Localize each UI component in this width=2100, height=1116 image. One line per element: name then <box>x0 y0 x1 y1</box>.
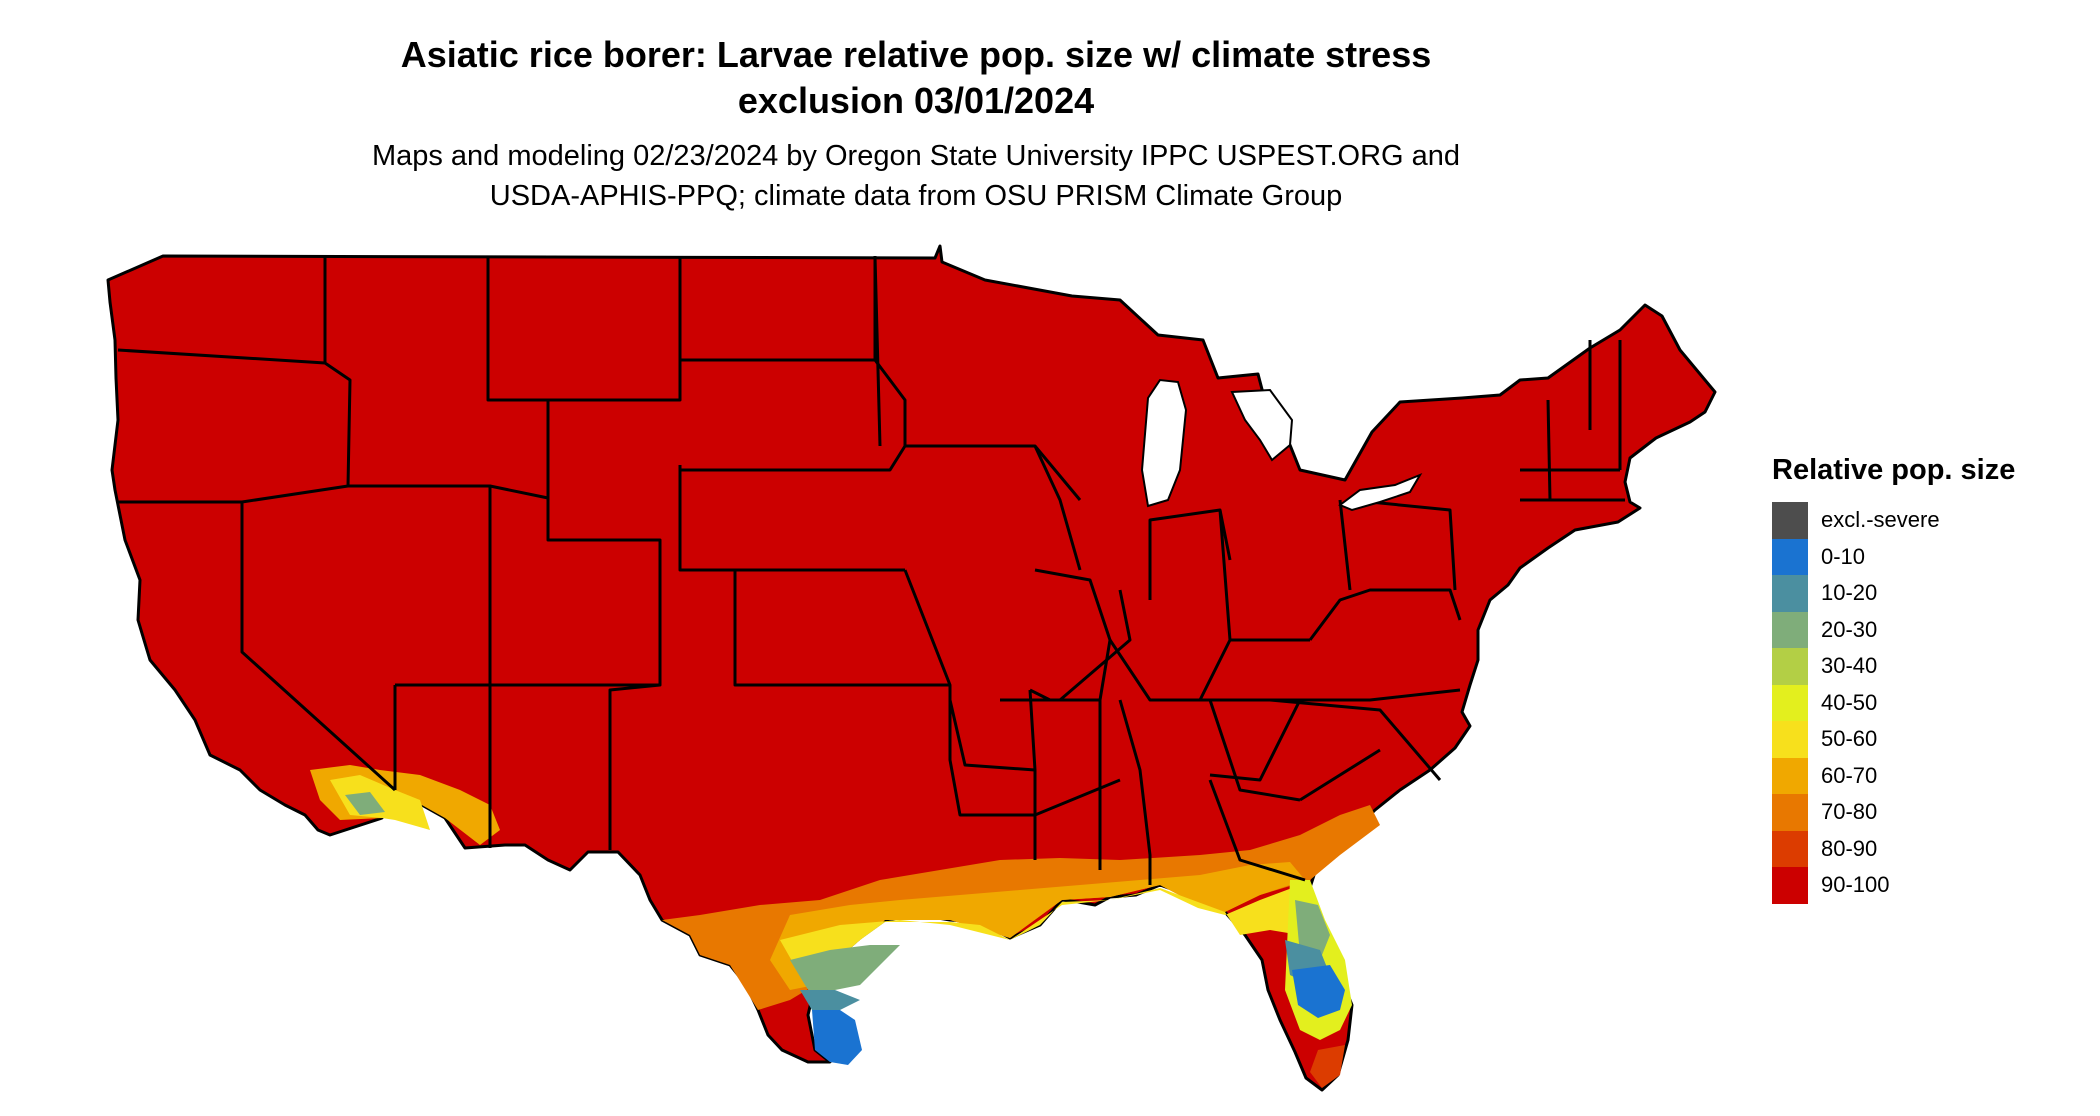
band-20-30-southwest <box>345 792 385 815</box>
map-subtitle-line-2: USDA-APHIS-PPQ; climate data from OSU PR… <box>489 180 1343 212</box>
legend-label: 10-20 <box>1821 580 1878 606</box>
legend-label: 20-30 <box>1821 616 1878 642</box>
legend-item: excl.-severe <box>1772 502 2015 539</box>
legend-label: 0-10 <box>1821 543 1866 569</box>
legend-label: 40-50 <box>1821 689 1878 715</box>
legend-swatch <box>1772 757 1808 794</box>
legend-swatch <box>1772 867 1808 904</box>
map-title: Asiatic rice borer: Larvae relative pop.… <box>0 32 1832 124</box>
legend-label: 70-80 <box>1821 799 1878 825</box>
band-20-30-texas <box>790 945 900 1000</box>
legend-item: 70-80 <box>1772 794 2015 831</box>
map-title-line-2: exclusion 03/01/2024 <box>737 80 1095 121</box>
usa-landmass <box>106 244 1717 1092</box>
legend-item: 90-100 <box>1772 867 2015 904</box>
legend-label: 60-70 <box>1821 762 1878 788</box>
legend-swatch <box>1772 794 1808 831</box>
legend-label: excl.-severe <box>1821 507 1940 533</box>
legend-swatch <box>1772 830 1808 867</box>
band-0-10-texas <box>812 1010 862 1065</box>
lake-michigan <box>1140 378 1188 508</box>
band-50-60-southwest <box>330 775 430 830</box>
map-subtitle-line-1: Maps and modeling 02/23/2024 by Oregon S… <box>371 140 1461 172</box>
band-0-10-florida <box>1292 965 1345 1018</box>
legend-label: 90-100 <box>1821 872 1890 898</box>
band-20-30-florida <box>1295 900 1330 960</box>
legend-swatch <box>1772 648 1808 685</box>
legend-item: 60-70 <box>1772 757 2015 794</box>
legend-item: 10-20 <box>1772 575 2015 612</box>
legend-rows: excl.-severe 0-10 10-20 20-30 30-40 40-50 50-6… <box>1772 502 2015 904</box>
legend-swatch <box>1772 575 1808 612</box>
legend-item: 0-10 <box>1772 538 2015 575</box>
map-subtitle: Maps and modeling 02/23/2024 by Oregon S… <box>0 136 1832 216</box>
legend-item: 50-60 <box>1772 721 2015 758</box>
legend-item: 40-50 <box>1772 684 2015 721</box>
lake-huron <box>1230 388 1294 462</box>
band-80-90-florida-tip <box>1310 1045 1345 1088</box>
legend-item: 30-40 <box>1772 648 2015 685</box>
lake-erie <box>1338 472 1423 512</box>
legend-label: 80-90 <box>1821 835 1878 861</box>
legend-item: 20-30 <box>1772 611 2015 648</box>
legend-swatch <box>1772 721 1808 758</box>
map-title-line-1: Asiatic rice borer: Larvae relative pop.… <box>400 34 1432 75</box>
legend-label: 50-60 <box>1821 726 1878 752</box>
us-map <box>106 244 1717 1092</box>
legend-swatch <box>1772 684 1808 721</box>
legend-swatch <box>1772 538 1808 575</box>
legend-swatch <box>1772 611 1808 648</box>
legend-label: 30-40 <box>1821 653 1878 679</box>
state-borders <box>117 255 1625 885</box>
legend-title: Relative pop. size <box>1772 454 2016 486</box>
legend-item: 80-90 <box>1772 830 2015 867</box>
legend: Relative pop. size excl.-severe 0-10 10-20… <box>1772 452 2015 904</box>
legend-swatch <box>1772 502 1808 539</box>
